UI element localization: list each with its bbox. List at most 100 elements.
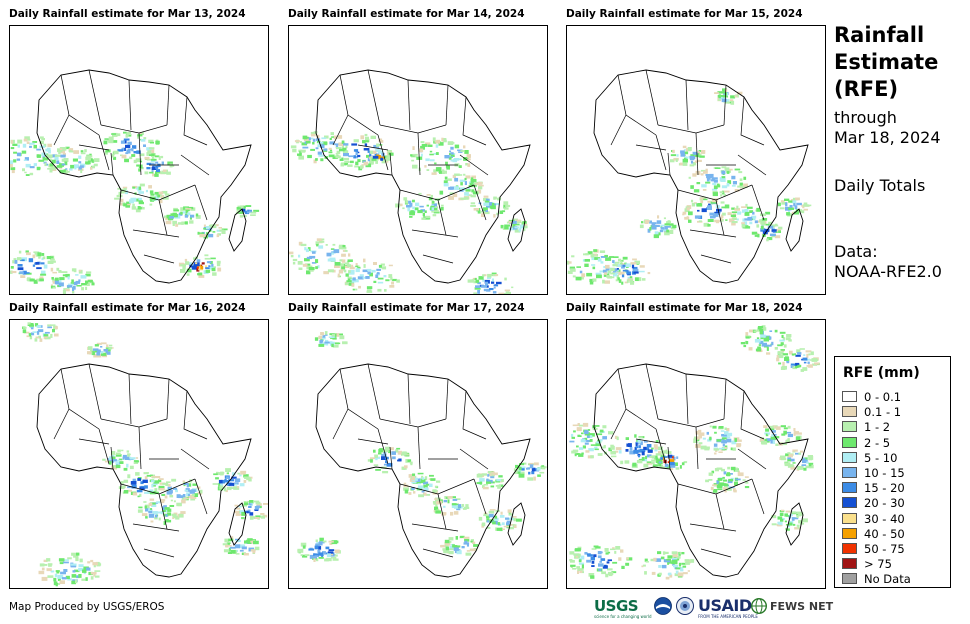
country-border bbox=[715, 493, 725, 530]
usgs-logo: USGS bbox=[594, 597, 639, 615]
madagascar-outline bbox=[228, 502, 247, 546]
country-border bbox=[422, 548, 454, 558]
agency-logos: USGS science for a changing world USAID … bbox=[594, 596, 834, 620]
country-border bbox=[128, 79, 132, 131]
rainfall-map bbox=[566, 25, 826, 295]
country-border bbox=[635, 438, 667, 445]
country-border bbox=[180, 448, 210, 470]
africa-coastline bbox=[36, 363, 252, 578]
data-source-value: NOAA-RFE2.0 bbox=[834, 262, 942, 281]
noaa-logo-icon bbox=[654, 597, 672, 615]
legend-item: 30 - 40 bbox=[842, 512, 947, 526]
country-border bbox=[740, 390, 765, 440]
panel-title: Daily Rainfall estimate for Mar 16, 2024 bbox=[9, 302, 246, 314]
legend-swatch bbox=[842, 467, 857, 478]
map-credit: Map Produced by USGS/EROS bbox=[9, 601, 165, 613]
country-border bbox=[88, 69, 102, 126]
country-border bbox=[617, 368, 657, 430]
legend-label: 0.1 - 1 bbox=[864, 405, 902, 420]
country-border bbox=[645, 69, 659, 126]
country-border bbox=[422, 254, 454, 264]
country-border bbox=[417, 426, 421, 470]
panel-title: Daily Rainfall estimate for Mar 14, 2024 bbox=[288, 8, 525, 20]
country-border bbox=[138, 132, 142, 176]
legend-swatch bbox=[842, 573, 857, 585]
country-border bbox=[685, 373, 689, 425]
country-border bbox=[180, 154, 210, 176]
country-border bbox=[143, 254, 175, 264]
country-border bbox=[78, 438, 110, 445]
legend-label: 0 - 0.1 bbox=[864, 390, 902, 404]
africa-coastline bbox=[315, 363, 531, 578]
legend-item: 20 - 30 bbox=[842, 496, 947, 511]
rainfall-cells bbox=[566, 88, 812, 285]
country-border bbox=[158, 199, 168, 236]
country-border bbox=[158, 493, 168, 530]
country-border bbox=[88, 363, 102, 420]
country-border bbox=[166, 378, 170, 420]
africa-coastline bbox=[315, 69, 531, 284]
main-title-line-2: Estimate bbox=[834, 50, 939, 74]
rainfall-map bbox=[288, 25, 548, 295]
country-border bbox=[473, 184, 487, 221]
country-border bbox=[389, 152, 393, 176]
legend-item: 2 - 5 bbox=[842, 436, 947, 450]
country-border bbox=[617, 74, 657, 136]
map-panel-mar-17: Daily Rainfall estimate for Mar 17, 2024 bbox=[288, 302, 548, 589]
country-border bbox=[339, 368, 379, 430]
legend-label: 40 - 50 bbox=[864, 526, 905, 541]
country-border bbox=[723, 378, 727, 420]
country-border bbox=[128, 373, 132, 425]
country-border bbox=[379, 124, 447, 134]
legend-label: No Data bbox=[864, 572, 911, 587]
country-border bbox=[610, 114, 627, 146]
legend-label: 15 - 20 bbox=[864, 481, 905, 496]
legend-swatch bbox=[842, 527, 857, 539]
rainfall-cells bbox=[288, 131, 528, 295]
country-border bbox=[194, 478, 208, 515]
country-border bbox=[655, 134, 667, 171]
country-border bbox=[98, 134, 110, 171]
country-border bbox=[695, 132, 699, 176]
legend-item: No Data bbox=[842, 572, 947, 587]
country-border bbox=[473, 478, 487, 515]
country-border bbox=[459, 448, 489, 470]
africa-coastline bbox=[593, 69, 809, 284]
legend-label: 10 - 15 bbox=[864, 466, 905, 480]
country-border bbox=[194, 184, 208, 221]
data-source: Data: NOAA-RFE2.0 bbox=[834, 242, 942, 282]
country-border bbox=[667, 446, 671, 470]
legend-swatch bbox=[842, 451, 857, 463]
country-border bbox=[737, 154, 767, 176]
country-border bbox=[332, 408, 349, 440]
through-date: through Mar 18, 2024 bbox=[834, 108, 941, 148]
country-border bbox=[407, 79, 411, 131]
legend-label: 20 - 30 bbox=[864, 496, 905, 511]
rainfall-map bbox=[9, 319, 269, 589]
country-border bbox=[183, 390, 208, 440]
panel-title: Daily Rainfall estimate for Mar 13, 2024 bbox=[9, 8, 246, 20]
madagascar-outline bbox=[507, 502, 526, 546]
country-border bbox=[462, 96, 487, 146]
country-border bbox=[132, 229, 180, 238]
country-border bbox=[183, 96, 208, 146]
period-label: Daily Totals bbox=[834, 176, 926, 195]
legend-swatch bbox=[842, 436, 857, 448]
panel-title: Daily Rainfall estimate for Mar 18, 2024 bbox=[566, 302, 803, 314]
country-border bbox=[411, 523, 459, 532]
country-border bbox=[437, 493, 447, 530]
legend-swatch bbox=[842, 497, 857, 509]
country-border bbox=[100, 418, 168, 428]
country-border bbox=[657, 124, 725, 134]
country-border bbox=[657, 418, 725, 428]
country-border bbox=[367, 363, 381, 420]
country-border bbox=[689, 523, 737, 532]
country-border bbox=[667, 152, 671, 176]
country-border bbox=[407, 373, 411, 425]
country-border bbox=[695, 426, 699, 470]
usgs-tagline: science for a changing world bbox=[594, 614, 652, 619]
legend-swatch bbox=[842, 512, 857, 524]
legend-swatch bbox=[842, 543, 857, 554]
map-panel-mar-14: Daily Rainfall estimate for Mar 14, 2024 bbox=[288, 8, 548, 295]
panel-title: Daily Rainfall estimate for Mar 15, 2024 bbox=[566, 8, 803, 20]
